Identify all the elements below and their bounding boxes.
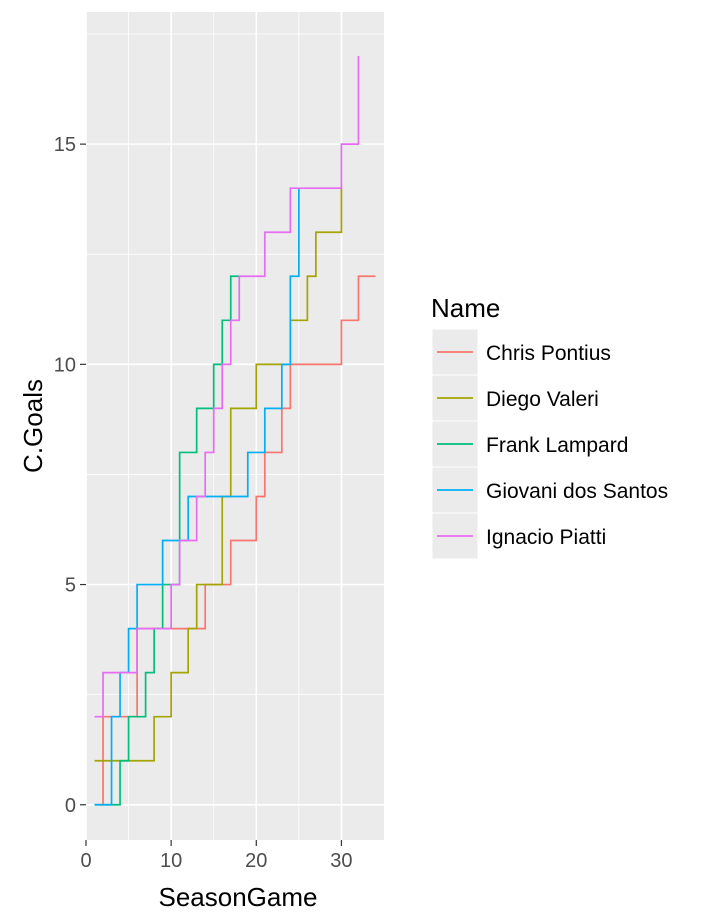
legend-label: Frank Lampard — [486, 434, 628, 457]
legend-label: Chris Pontius — [486, 342, 611, 365]
legend-label: Ignacio Piatti — [486, 526, 606, 549]
x-tick-label: 0 — [80, 850, 91, 872]
x-tick-label: 20 — [245, 850, 267, 872]
series-line — [94, 56, 360, 718]
y-tick-label: 15 — [54, 134, 76, 156]
y-axis-title: C.Goals — [18, 379, 48, 473]
x-tick-label: 10 — [160, 850, 182, 872]
series-lines — [94, 56, 376, 806]
x-tick-label: 30 — [330, 850, 352, 872]
tick-labels: 0 10 20 30 0 5 10 15 — [54, 134, 353, 872]
legend-title: Name — [431, 293, 500, 323]
panel-background — [86, 12, 384, 840]
legend: Name Chris Pontius Diego Valeri Frank Lamp… — [431, 293, 668, 560]
y-tick-label: 5 — [65, 575, 76, 597]
axis-ticks — [80, 143, 343, 846]
y-tick-label: 0 — [65, 795, 76, 817]
grid-minor — [86, 12, 384, 840]
y-tick-label: 10 — [54, 354, 76, 376]
legend-label: Giovani dos Santos — [486, 480, 668, 503]
x-axis-title: SeasonGame — [159, 882, 318, 912]
legend-label: Diego Valeri — [486, 388, 599, 411]
legend-items: Chris Pontius Diego Valeri Frank Lampard Gi… — [431, 328, 668, 560]
